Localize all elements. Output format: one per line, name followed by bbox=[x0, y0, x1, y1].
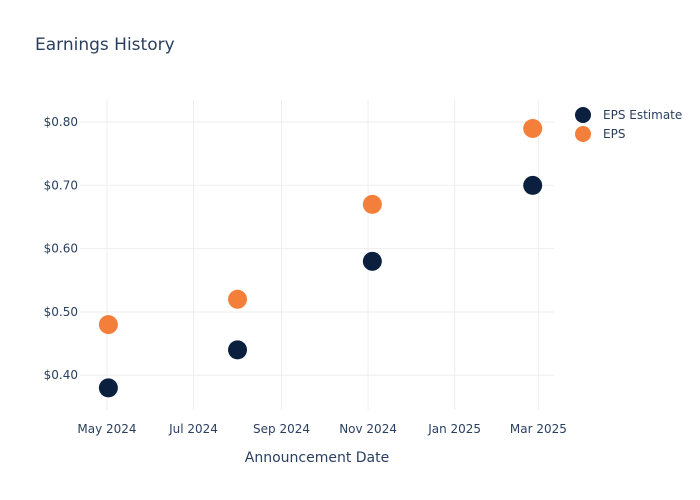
y-tick-label: $0.70 bbox=[44, 178, 78, 192]
x-tick-label: May 2024 bbox=[77, 422, 136, 436]
series-eps bbox=[98, 118, 543, 335]
y-tick-label: $0.50 bbox=[44, 305, 78, 319]
x-axis: May 2024 Jul 2024 Sep 2024 Nov 2024 Jan 2025… bbox=[77, 422, 567, 436]
x-tick-label: Jan 2025 bbox=[427, 422, 481, 436]
y-axis: $0.40 $0.50 $0.60 $0.70 $0.80 bbox=[44, 115, 78, 382]
legend-marker bbox=[575, 126, 591, 142]
x-axis-title: Announcement Date bbox=[245, 450, 389, 466]
points-layer bbox=[98, 118, 543, 398]
grid-layer bbox=[80, 100, 554, 410]
x-tick-label: Sep 2024 bbox=[253, 422, 310, 436]
legend-label: EPS Estimate bbox=[603, 108, 682, 122]
data-point[interactable] bbox=[362, 194, 382, 214]
data-point[interactable] bbox=[362, 251, 382, 271]
legend-marker bbox=[575, 107, 591, 123]
y-tick-label: $0.80 bbox=[44, 115, 78, 129]
data-point[interactable] bbox=[98, 378, 118, 398]
legend-label: EPS bbox=[603, 127, 625, 141]
legend-item[interactable]: EPS Estimate bbox=[575, 107, 682, 123]
series-eps-estimate bbox=[98, 175, 543, 398]
x-tick-label: Mar 2025 bbox=[510, 422, 567, 436]
data-point[interactable] bbox=[98, 315, 118, 335]
data-point[interactable] bbox=[523, 175, 543, 195]
y-tick-label: $0.60 bbox=[44, 242, 78, 256]
legend[interactable]: EPS Estimate EPS bbox=[575, 107, 682, 142]
data-point[interactable] bbox=[228, 289, 248, 309]
x-tick-label: Nov 2024 bbox=[339, 422, 397, 436]
data-point[interactable] bbox=[523, 118, 543, 138]
x-tick-label: Jul 2024 bbox=[168, 422, 218, 436]
chart-title: Earnings History bbox=[35, 35, 175, 55]
legend-item[interactable]: EPS bbox=[575, 126, 625, 142]
y-tick-label: $0.40 bbox=[44, 368, 78, 382]
data-point[interactable] bbox=[228, 340, 248, 360]
